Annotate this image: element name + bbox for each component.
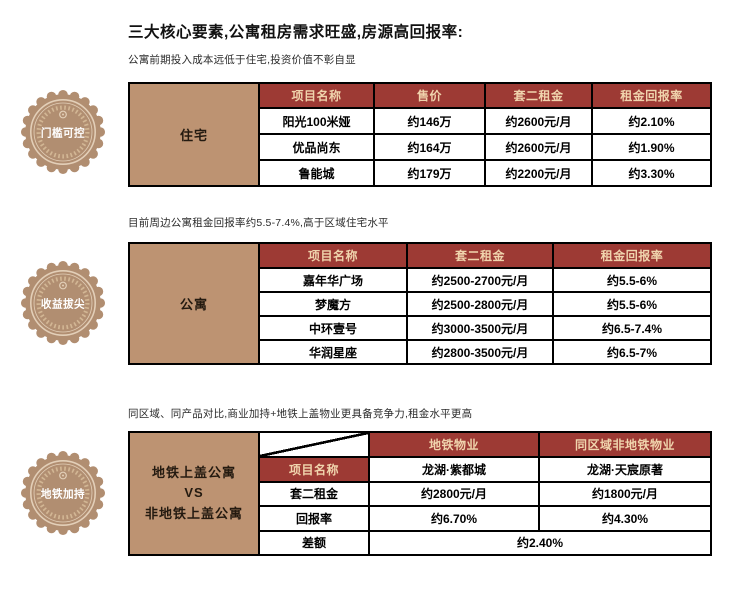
project-name-cell: 华润星座	[258, 339, 408, 365]
laurel-wreath-icon	[36, 276, 90, 330]
badge-label: 收益拔尖	[41, 298, 85, 311]
return-cell: 约5.5-6%	[552, 267, 712, 293]
vs-label-line: 非地铁上盖公寓	[144, 505, 243, 521]
return-cell: 约6.70%	[368, 505, 540, 532]
table-row: 嘉年华广场 约2500-2700元/月 约5.5-6%	[129, 267, 712, 293]
rent-cell: 约2500-2700元/月	[406, 267, 554, 293]
header-cell: 项目名称	[258, 242, 408, 269]
badge-inner-ring	[33, 273, 93, 333]
badge-outer-ring	[30, 270, 96, 336]
row-label-cell: 差额	[258, 529, 370, 556]
rent-cell: 约2200元/月	[484, 159, 593, 187]
header-cell: 售价	[373, 82, 486, 109]
badge-label: 门槛可控	[41, 127, 85, 140]
price-cell: 约146万	[373, 107, 486, 135]
table-row: 套二租金 约2800元/月 约1800元/月	[129, 480, 712, 507]
table-row: 回报率 约6.70% 约4.30%	[129, 505, 712, 532]
table-row: 优品尚东 约164万 约2600元/月 约1.90%	[129, 133, 712, 161]
badge-disc	[25, 455, 101, 531]
laurel-wreath-icon	[36, 105, 90, 159]
badge-disc	[25, 94, 101, 170]
table-row: 华润星座 约2800-3500元/月 约6.5-7%	[129, 339, 712, 365]
apartment-table: 公寓 项目名称 套二租金 租金回报率 嘉年华广场 约2500-2700元/月 约…	[128, 242, 712, 365]
project-name-cell: 中环壹号	[258, 315, 408, 341]
badge-label: 地铁加持	[41, 488, 85, 501]
rent-cell: 约2600元/月	[484, 133, 593, 161]
category-cell: 住宅	[128, 82, 260, 187]
medal-emblem-icon	[59, 471, 67, 480]
table-header-row: 公寓 项目名称 套二租金 租金回报率	[128, 242, 712, 365]
laurel-wreath-icon	[36, 466, 90, 520]
row-label-cell: 套二租金	[258, 480, 370, 507]
project-name-cell: 阳光100米娅	[258, 107, 375, 135]
category-cell: 地铁上盖公寓 VS 非地铁上盖公寓	[128, 431, 260, 556]
project-name-cell: 梦魔方	[258, 291, 408, 317]
header-cell: 套二租金	[406, 242, 554, 269]
vs-label-line: 地铁上盖公寓	[151, 465, 236, 481]
medal-emblem-dot	[61, 284, 65, 287]
return-cell: 约1.90%	[591, 133, 712, 161]
badge-disc	[25, 265, 101, 341]
return-cell: 约5.5-6%	[552, 291, 712, 317]
return-cell: 约6.5-7.4%	[552, 315, 712, 341]
category-cell: 公寓	[128, 242, 260, 365]
page-title: 三大核心要素,公寓租房需求旺盛,房源高回报率:	[128, 24, 464, 41]
return-cell: 约6.5-7%	[552, 339, 712, 365]
header-cell: 项目名称	[258, 82, 375, 109]
rent-cell: 约2500-2800元/月	[406, 291, 554, 317]
badge-outer-ring	[30, 460, 96, 526]
price-cell: 约164万	[373, 133, 486, 161]
residential-table: 住宅 项目名称 售价 套二租金 租金回报率 阳光100米娅 约146万 约260…	[128, 82, 712, 187]
project-name-cell: 鲁能城	[258, 159, 375, 187]
header-cell: 同区域非地铁物业	[538, 431, 712, 458]
medal-emblem-icon	[59, 110, 67, 119]
vs-label-line: VS	[184, 485, 204, 501]
row-label-cell: 回报率	[258, 505, 370, 532]
table-header-row: 地铁上盖公寓 VS 非地铁上盖公寓 地铁物业 同区域非地铁物业	[128, 431, 712, 556]
project-name-cell: 嘉年华广场	[258, 267, 408, 293]
return-cell: 约2.10%	[591, 107, 712, 135]
section-note-apartment: 目前周边公寓租金回报率约5.5-7.4%,高于区域住宅水平	[128, 217, 389, 229]
header-cell: 租金回报率	[552, 242, 712, 269]
difference-cell: 约2.40%	[368, 529, 712, 556]
badge-inner-ring	[33, 463, 93, 523]
section-note-metro: 同区域、同产品对比,商业加持+地铁上盖物业更具备竞争力,租金水平更高	[128, 408, 473, 420]
table-row: 中环壹号 约3000-3500元/月 约6.5-7.4%	[129, 315, 712, 341]
rent-cell: 约1800元/月	[538, 480, 712, 507]
table-header-row: 住宅 项目名称 售价 套二租金 租金回报率	[128, 82, 712, 187]
metro-badge: 地铁加持	[20, 450, 106, 536]
table-row: 梦魔方 约2500-2800元/月 约5.5-6%	[129, 291, 712, 317]
rent-cell: 约2600元/月	[484, 107, 593, 135]
project-name-cell: 优品尚东	[258, 133, 375, 161]
medal-emblem-dot	[61, 474, 65, 477]
medal-emblem-icon	[59, 281, 67, 290]
return-cell: 约3.30%	[591, 159, 712, 187]
section-note-residential: 公寓前期投入成本远低于住宅,投资价值不彰自显	[128, 54, 356, 66]
diagonal-cell	[258, 431, 370, 458]
header-cell: 套二租金	[484, 82, 593, 109]
badge-outer-ring	[30, 99, 96, 165]
table-row: 鲁能城 约179万 约2200元/月 约3.30%	[129, 159, 712, 187]
rent-cell: 约2800元/月	[368, 480, 540, 507]
badge-inner-ring	[33, 102, 93, 162]
table-row: 差额 约2.40%	[129, 529, 712, 556]
project-name-cell: 龙湖·天宸原著	[538, 456, 712, 483]
rent-cell: 约2800-3500元/月	[406, 339, 554, 365]
table-row: 阳光100米娅 约146万 约2600元/月 约2.10%	[129, 107, 712, 135]
header-cell: 地铁物业	[368, 431, 540, 458]
header-cell: 租金回报率	[591, 82, 712, 109]
row-header-cell: 项目名称	[258, 456, 370, 483]
returns-badge: 收益拔尖	[20, 260, 106, 346]
threshold-badge: 门槛可控	[20, 89, 106, 175]
project-name-cell: 龙湖·紫都城	[368, 456, 540, 483]
return-cell: 约4.30%	[538, 505, 712, 532]
medal-emblem-dot	[61, 113, 65, 116]
metro-comparison-table: 地铁上盖公寓 VS 非地铁上盖公寓 地铁物业 同区域非地铁物业 项目名称 龙湖·…	[128, 431, 712, 556]
price-cell: 约179万	[373, 159, 486, 187]
rent-cell: 约3000-3500元/月	[406, 315, 554, 341]
